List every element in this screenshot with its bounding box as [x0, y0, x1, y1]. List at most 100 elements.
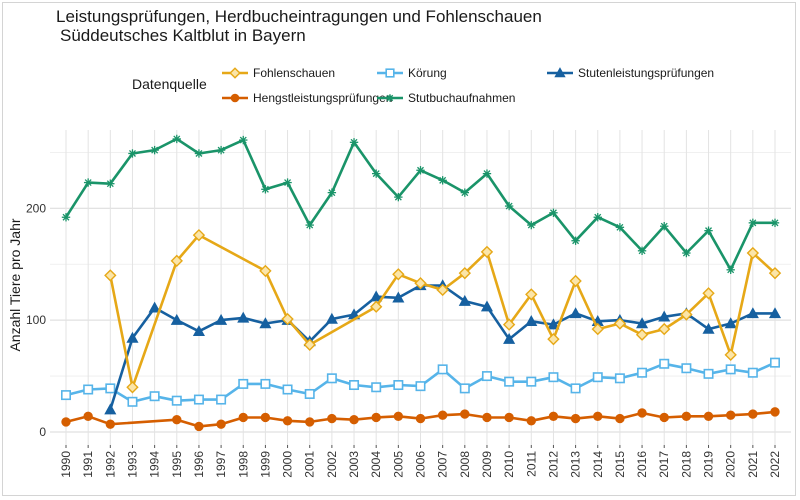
- data-point-stutbuchaufnahmen: [394, 192, 403, 202]
- data-point-stutbuchaufnahmen: [482, 169, 492, 178]
- data-point-stutenleistungsprufungen: [702, 322, 715, 334]
- data-point-stutbuchaufnahmen: [128, 149, 137, 158]
- x-tick-label: 1996: [192, 451, 206, 478]
- data-point-stutenleistungsprufungen: [259, 317, 272, 329]
- data-point-stutbuchaufnahmen: [527, 220, 536, 230]
- data-point-korung: [260, 378, 271, 389]
- legend-item-fohlenschauen: Fohlenschauen: [222, 66, 335, 80]
- data-point-fohlenschauen: [746, 246, 760, 260]
- data-point-korung: [393, 380, 404, 391]
- x-tick-label: 2016: [635, 451, 649, 478]
- data-point-korung: [570, 383, 581, 394]
- x-tick-label: 1991: [81, 451, 95, 478]
- legend-key-marker: [230, 93, 240, 103]
- data-point-stutenleistungsprufungen: [768, 307, 782, 319]
- x-tick-label: 1993: [125, 451, 139, 478]
- data-point-korung: [216, 394, 227, 405]
- data-point-korung: [349, 380, 360, 391]
- data-point-stutenleistungsprufungen: [325, 312, 338, 324]
- data-point-stutenleistungsprufungen: [392, 291, 405, 303]
- data-point-korung: [371, 382, 382, 393]
- data-point-stutbuchaufnahmen: [150, 145, 159, 155]
- x-axis: 1990 1991 1992 1993 1994 1995 1996 1997 1998 1999…: [59, 445, 782, 478]
- data-point-hengstleistungsprufungen: [238, 412, 248, 423]
- y-axis-label: Anzahl Tiere pro Jahr: [7, 218, 23, 351]
- data-point-korung: [637, 367, 648, 378]
- x-tick-label: 2004: [369, 451, 383, 478]
- x-tick-label: 2001: [303, 451, 317, 478]
- data-point-fohlenschauen: [259, 264, 272, 278]
- data-point-stutbuchaufnahmen: [416, 166, 425, 175]
- x-tick-label: 2007: [436, 451, 450, 478]
- data-point-korung: [725, 364, 736, 375]
- series-fohlenschauen: [104, 228, 782, 394]
- series-layer: [60, 134, 782, 432]
- data-point-fohlenschauen: [502, 318, 516, 331]
- data-point-stutenleistungsprufungen: [746, 307, 759, 319]
- legend-label: Stutbuchaufnahmen: [408, 91, 515, 105]
- chart-subtitle: Süddeutsches Kaltblut in Bayern: [60, 26, 306, 45]
- data-point-stutbuchaufnahmen: [327, 188, 337, 197]
- x-tick-label: 2014: [591, 451, 605, 478]
- data-point-korung: [437, 364, 448, 375]
- data-point-korung: [83, 384, 94, 395]
- data-point-korung: [548, 372, 559, 383]
- data-point-korung: [681, 363, 692, 374]
- data-point-fohlenschauen: [569, 274, 582, 288]
- data-point-fohlenschauen: [591, 322, 604, 336]
- data-point-stutbuchaufnahmen: [305, 220, 314, 230]
- data-point-hengstleistungsprufungen: [482, 412, 492, 423]
- data-point-korung: [614, 373, 625, 384]
- x-tick-label: 2003: [347, 451, 361, 478]
- data-point-korung: [415, 381, 426, 392]
- data-point-korung: [526, 376, 537, 387]
- data-point-fohlenschauen: [436, 283, 449, 297]
- data-point-stutenleistungsprufungen: [148, 301, 161, 313]
- data-point-fohlenschauen: [613, 317, 627, 330]
- data-point-stutenleistungsprufungen: [525, 315, 538, 326]
- x-tick-label: 2008: [458, 451, 472, 478]
- data-point-fohlenschauen: [192, 228, 206, 242]
- data-point-stutenleistungsprufungen: [569, 307, 582, 319]
- data-point-hengstleistungsprufungen: [659, 412, 669, 423]
- data-point-hengstleistungsprufungen: [393, 411, 404, 422]
- legend-key-marker: [554, 67, 566, 78]
- data-point-hengstleistungsprufungen: [349, 414, 359, 425]
- series-korung: [60, 357, 780, 407]
- data-point-stutenleistungsprufungen: [237, 311, 250, 323]
- data-point-hengstleistungsprufungen: [83, 411, 93, 422]
- data-point-hengstleistungsprufungen: [415, 413, 426, 424]
- data-point-fohlenschauen: [126, 381, 139, 394]
- data-point-stutenleistungsprufungen: [126, 331, 139, 343]
- data-point-korung: [149, 391, 160, 402]
- data-point-fohlenschauen: [635, 328, 649, 341]
- data-point-fohlenschauen: [525, 288, 538, 301]
- x-tick-label: 2000: [281, 451, 295, 478]
- data-point-hengstleistungsprufungen: [770, 407, 780, 417]
- data-point-fohlenschauen: [281, 312, 294, 326]
- data-point-stutenleistungsprufungen: [503, 332, 516, 344]
- data-point-korung: [60, 390, 71, 401]
- data-point-fohlenschauen: [170, 254, 183, 268]
- legend-label: Hengstleistungsprüfungen: [253, 91, 392, 105]
- data-point-stutbuchaufnahmen: [748, 218, 758, 228]
- data-point-fohlenschauen: [480, 245, 494, 259]
- data-point-stutbuchaufnahmen: [770, 218, 780, 228]
- x-tick-label: 1990: [59, 451, 73, 478]
- x-tick-label: 1997: [214, 451, 228, 478]
- data-point-stutbuchaufnahmen: [371, 169, 381, 178]
- data-point-korung: [238, 378, 249, 389]
- data-point-hengstleistungsprufungen: [371, 412, 381, 423]
- data-point-stutbuchaufnahmen: [660, 221, 669, 231]
- data-point-fohlenschauen: [724, 348, 737, 362]
- data-point-hengstleistungsprufungen: [172, 414, 182, 425]
- series-hengstleistungsprufungen: [61, 407, 780, 432]
- data-point-hengstleistungsprufungen: [327, 413, 337, 424]
- data-point-hengstleistungsprufungen: [548, 411, 559, 422]
- data-point-hengstleistungsprufungen: [703, 411, 714, 422]
- data-point-hengstleistungsprufungen: [637, 408, 647, 418]
- data-point-fohlenschauen: [658, 322, 671, 336]
- data-point-hengstleistungsprufungen: [216, 419, 226, 429]
- x-tick-label: 2019: [702, 451, 716, 478]
